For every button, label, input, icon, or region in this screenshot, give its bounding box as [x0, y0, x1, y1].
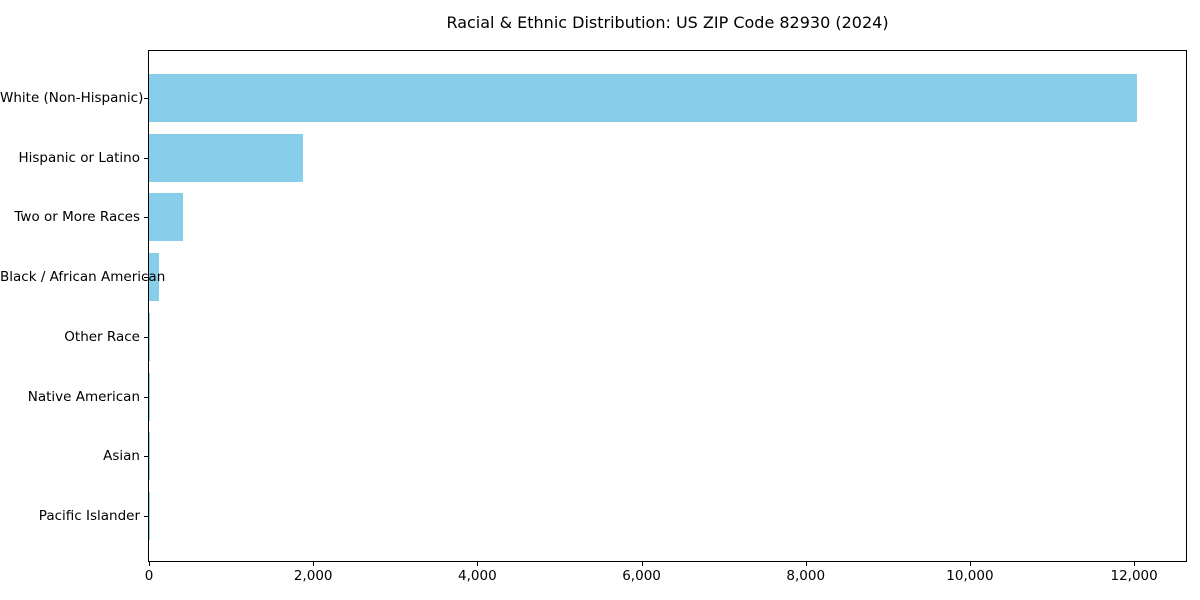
y-tick-mark	[144, 336, 148, 338]
y-tick-mark	[144, 396, 148, 398]
y-tick-mark	[144, 157, 148, 159]
y-tick-label-native-american: Native American	[27, 388, 140, 405]
plot-area	[144, 50, 1187, 566]
y-tick-label-other-race: Other Race	[64, 328, 140, 345]
x-tick-label-2-000: 2,000	[293, 568, 333, 584]
x-tick-mark	[969, 562, 971, 566]
x-tick-label-4-000: 4,000	[458, 568, 497, 584]
x-tick-mark	[149, 562, 150, 566]
y-tick-mark	[144, 98, 148, 99]
bar-other-race	[149, 312, 151, 361]
x-tick-mark	[805, 562, 807, 566]
y-tick-label-white-non-hispanic: White (Non-Hispanic)	[0, 90, 144, 106]
bar-black-african-american	[149, 253, 159, 302]
y-tick-mark	[144, 515, 148, 517]
y-tick-mark	[144, 277, 148, 279]
y-tick-label-pacific-islander: Pacific Islander	[38, 507, 140, 524]
y-tick-label-hispanic-or-latino: Hispanic or Latino	[18, 149, 140, 166]
x-tick-label-6-000: 6,000	[622, 568, 661, 584]
y-tick-label-asian: Asian	[103, 448, 140, 465]
x-tick-label-0: 0	[144, 568, 154, 584]
x-tick-label-10-000: 10,000	[946, 568, 994, 584]
y-tick-mark	[144, 456, 148, 458]
bar-two-or-more-races	[149, 193, 183, 242]
x-tick-label-12-000: 12,000	[1110, 568, 1158, 584]
x-tick-mark	[641, 562, 643, 566]
x-tick-label-8-000: 8,000	[786, 568, 826, 584]
x-tick-mark	[477, 562, 479, 566]
bar-white-non-hispanic	[149, 74, 1137, 122]
bar-hispanic-or-latino	[149, 133, 303, 182]
chart-title: Racial & Ethnic Distribution: US ZIP Cod…	[446, 13, 889, 32]
x-tick-mark	[1134, 562, 1136, 566]
x-tick-mark	[313, 562, 315, 566]
y-tick-label-two-or-more-races: Two or More Races	[14, 209, 140, 226]
bar-native-american	[149, 372, 150, 421]
y-tick-label-black-african-american: Black / African American	[0, 269, 166, 286]
y-tick-mark	[144, 217, 148, 219]
